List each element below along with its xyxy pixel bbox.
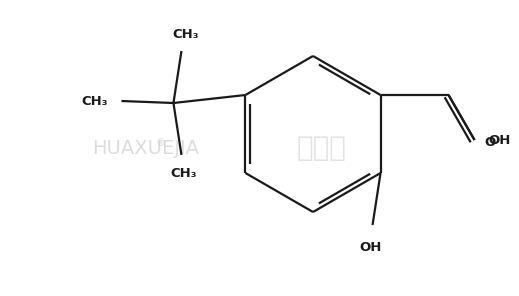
Text: OH: OH xyxy=(359,241,382,254)
Text: ®: ® xyxy=(156,138,166,148)
Text: O: O xyxy=(485,136,496,149)
Text: HUAXUEJIA: HUAXUEJIA xyxy=(92,139,199,157)
Text: OH: OH xyxy=(488,133,511,147)
Text: CH₃: CH₃ xyxy=(170,167,197,180)
Text: CH₃: CH₃ xyxy=(81,94,107,107)
Text: 化学加: 化学加 xyxy=(297,134,347,162)
Text: CH₃: CH₃ xyxy=(172,28,199,41)
